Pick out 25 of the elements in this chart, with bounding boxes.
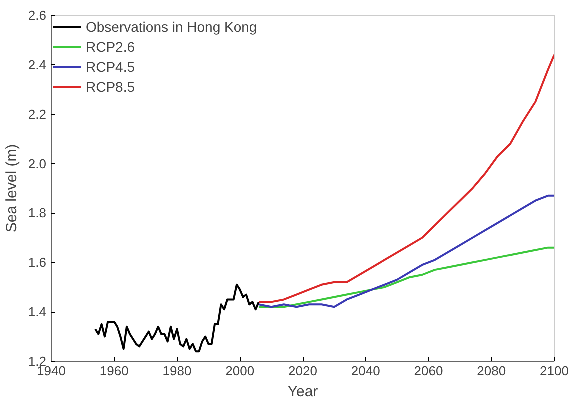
line-series bbox=[258, 54, 554, 304]
y-tick-label: 2.6 bbox=[28, 8, 47, 23]
y-axis-title: Sea level (m) bbox=[3, 144, 20, 233]
x-axis-title: Year bbox=[288, 384, 318, 400]
line-series bbox=[94, 284, 260, 353]
legend-label: RCP2.6 bbox=[86, 39, 136, 55]
x-tick-label: 1960 bbox=[100, 364, 129, 378]
line-series bbox=[258, 194, 554, 308]
legend-label: RCP8.5 bbox=[86, 79, 136, 95]
x-tick-label: 2040 bbox=[351, 364, 380, 378]
x-tick-label: 2080 bbox=[477, 364, 506, 378]
x-tick-label: 2060 bbox=[414, 364, 444, 378]
x-tick-label: 2100 bbox=[540, 364, 569, 378]
y-tick-label: 1.6 bbox=[28, 255, 47, 270]
legend-label: Observations in Hong Kong bbox=[86, 19, 258, 35]
y-tick-label: 2.4 bbox=[28, 57, 47, 72]
x-tick-label: 1980 bbox=[162, 364, 192, 378]
y-tick-label: 1.8 bbox=[28, 206, 47, 221]
y-tick-label: 2.2 bbox=[28, 106, 47, 122]
line-series bbox=[258, 246, 554, 308]
y-tick-label: 2.0 bbox=[28, 156, 47, 172]
legend-label: RCP4.5 bbox=[86, 59, 136, 75]
y-tick-label: 1.4 bbox=[28, 304, 47, 320]
x-tick-label: 2000 bbox=[226, 364, 255, 378]
x-tick-label: 2020 bbox=[288, 364, 318, 378]
